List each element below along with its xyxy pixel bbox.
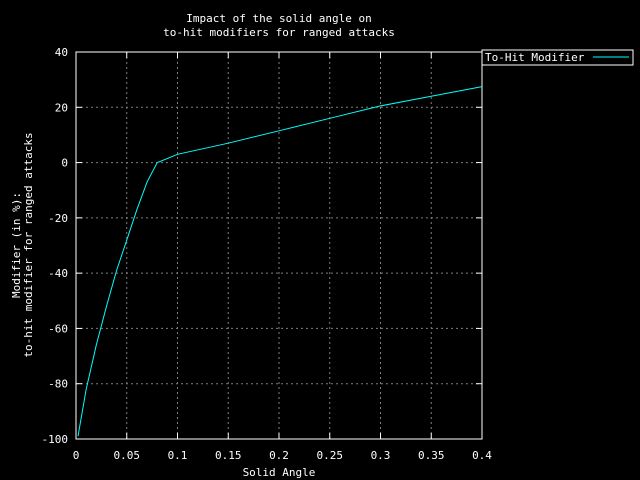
y-tick-label: -40 [48,267,68,280]
y-tick-label: -20 [48,212,68,225]
x-tick-label: 0.3 [371,449,391,462]
x-tick-label: 0 [73,449,80,462]
y-tick-label: 40 [55,46,68,59]
x-tick-label: 0.25 [317,449,344,462]
x-tick-label: 0.15 [215,449,242,462]
x-axis: 0 0.05 0.1 0.15 0.2 0.25 0.3 0.35 0.4 [73,52,492,462]
grid [76,52,482,439]
y-axis-label-line-1: Modifier (in %): [10,192,23,298]
y-axis: -100 -80 -60 -40 -20 0 20 40 [42,46,482,446]
series-line-to-hit-modifier [77,86,483,437]
x-tick-label: 0.1 [168,449,188,462]
y-tick-label: -60 [48,322,68,335]
x-axis-label: Solid Angle [243,466,316,479]
x-tick-label: 0.2 [269,449,289,462]
plot-frame [75,51,483,440]
y-axis-label-line-2: to-hit modifier for ranged attacks [22,132,35,357]
legend: To-Hit Modifier [481,49,634,66]
chart-title-line-1: Impact of the solid angle on [186,12,371,25]
y-tick-label: -80 [48,378,68,391]
legend-box [481,49,634,66]
y-tick-label: 0 [61,157,68,170]
series-layer [77,86,483,437]
x-tick-label: 0.4 [472,449,492,462]
y-tick-label: 20 [55,101,68,114]
legend-entry-label: To-Hit Modifier [485,51,585,64]
y-tick-label: -100 [42,433,69,446]
x-tick-label: 0.05 [114,449,141,462]
x-tick-label: 0.35 [418,449,445,462]
chart-title-line-2: to-hit modifiers for ranged attacks [163,26,395,39]
